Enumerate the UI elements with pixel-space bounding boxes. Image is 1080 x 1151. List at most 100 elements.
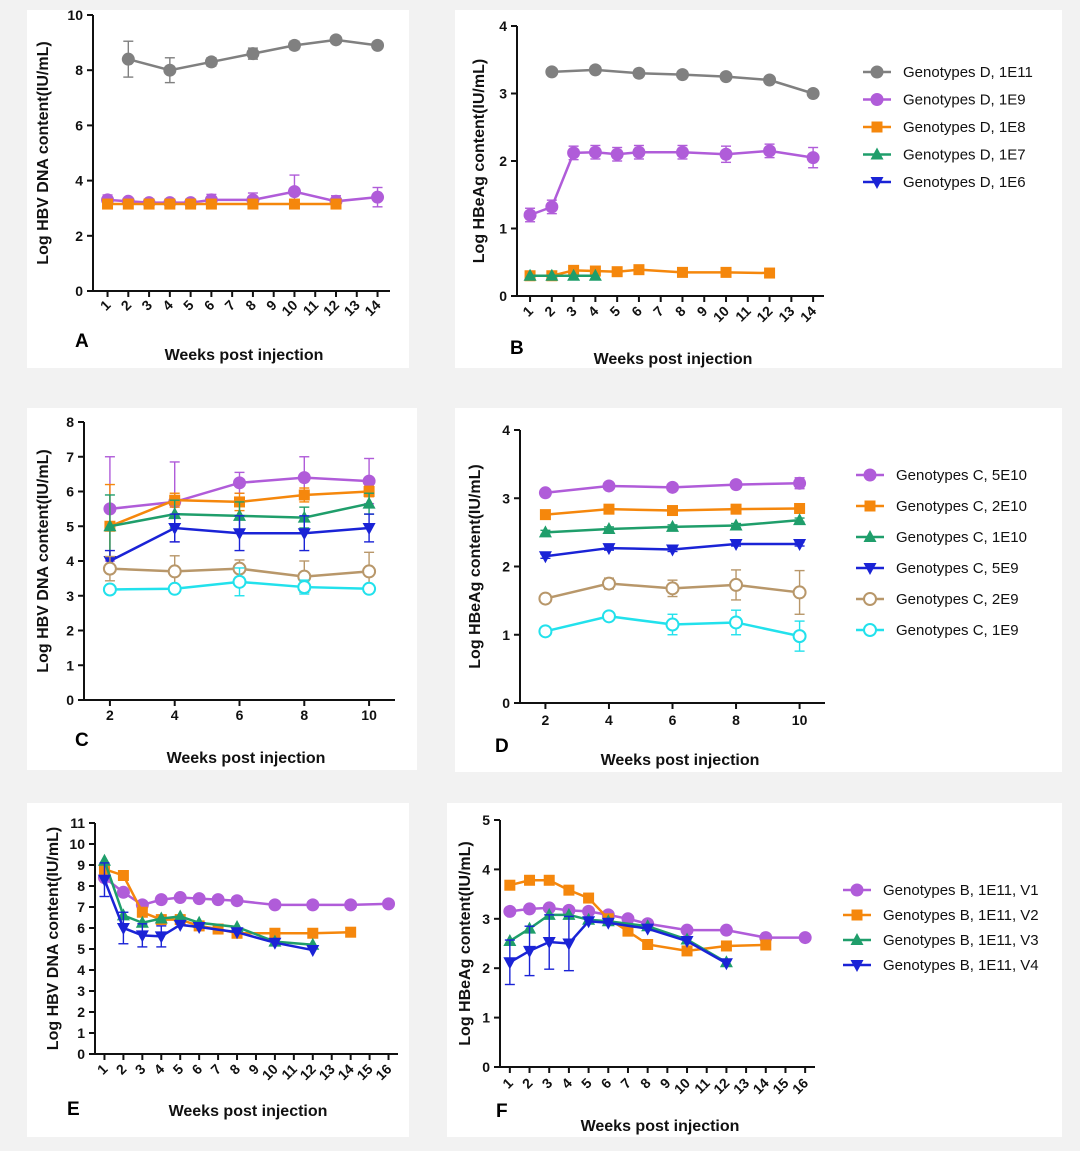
data-point — [633, 264, 645, 276]
legend-entry: Genotypes C, 1E9 — [896, 622, 1019, 639]
data-point — [524, 874, 536, 886]
data-point — [588, 145, 602, 159]
data-point — [667, 505, 678, 517]
x-axis-title: Weeks post injection — [167, 750, 326, 767]
x-tick-label: 8 — [732, 712, 740, 728]
series-d-2 — [539, 502, 806, 521]
data-point — [192, 921, 206, 934]
data-point — [173, 891, 187, 905]
y-tick-label: 4 — [75, 173, 83, 189]
data-point — [306, 945, 320, 958]
y-tick-label: 1 — [66, 657, 74, 673]
series-d-1 — [538, 476, 807, 500]
y-tick-label: 3 — [482, 911, 490, 927]
data-point — [806, 87, 820, 100]
x-tick-label: 8 — [300, 707, 308, 723]
x-tick-label: 10 — [361, 707, 377, 723]
x-tick-label: 6 — [669, 712, 677, 728]
series-b-2 — [523, 143, 820, 223]
y-axis-title: Log HBeAg content(IU/mL) — [471, 59, 488, 263]
y-tick-label: 1 — [77, 1025, 85, 1041]
x-tick-label: 6 — [236, 707, 244, 723]
y-tick-label: 0 — [499, 288, 507, 304]
y-tick-label: 7 — [77, 899, 85, 915]
data-point — [288, 198, 300, 210]
data-point — [297, 528, 311, 541]
data-point — [729, 538, 743, 551]
y-tick-label: 0 — [482, 1059, 490, 1075]
y-tick-label: 2 — [66, 623, 74, 639]
data-point — [233, 476, 246, 490]
panel-letter: E — [67, 1099, 80, 1120]
y-axis-title: Log HBeAg content(IU/mL) — [467, 464, 484, 668]
data-point — [344, 898, 358, 912]
legend-entry: Genotypes D, 1E6 — [903, 174, 1026, 191]
legend-marker — [863, 592, 877, 606]
y-tick-label: 2 — [482, 960, 490, 976]
data-point — [583, 892, 595, 904]
data-point — [621, 912, 635, 926]
data-point — [185, 198, 197, 210]
y-tick-label: 6 — [75, 117, 83, 133]
legend-marker — [863, 563, 877, 575]
data-point — [720, 940, 732, 952]
data-point — [232, 574, 247, 589]
data-point — [233, 508, 246, 521]
legend-entry: Genotypes D, 1E7 — [903, 147, 1026, 164]
y-tick-label: 3 — [77, 983, 85, 999]
y-axis-title: Log HBeAg content(IU/mL) — [457, 841, 474, 1045]
data-point — [154, 911, 168, 924]
legend-entry: Genotypes C, 2E9 — [896, 591, 1019, 608]
data-point — [382, 897, 396, 911]
data-point — [538, 486, 552, 500]
data-point — [602, 521, 616, 534]
data-point — [792, 585, 807, 600]
legend-marker — [870, 147, 884, 160]
series-b-4 — [523, 268, 602, 281]
data-point — [135, 930, 149, 943]
y-tick-label: 7 — [66, 449, 74, 465]
y-tick-label: 3 — [502, 490, 510, 506]
y-tick-label: 1 — [482, 1010, 490, 1026]
data-point — [538, 624, 553, 639]
legend-entry: Genotypes C, 5E9 — [896, 560, 1019, 577]
legend-entry: Genotypes D, 1E8 — [903, 119, 1026, 136]
data-point — [719, 147, 733, 161]
y-tick-label: 0 — [502, 695, 510, 711]
data-point — [102, 198, 114, 210]
y-tick-label: 1 — [499, 221, 507, 237]
legend-b: Genotypes D, 1E11 Genotypes D, 1E9 Genotyp… — [863, 64, 1033, 191]
data-point — [103, 519, 117, 532]
data-point — [545, 200, 559, 214]
data-point — [504, 879, 516, 891]
y-tick-label: 5 — [66, 518, 74, 534]
panel-d-background — [455, 408, 1062, 772]
data-point — [168, 522, 182, 535]
data-point — [117, 870, 129, 881]
y-tick-label: 10 — [69, 836, 85, 852]
series-d-5 — [538, 569, 807, 615]
y-tick-label: 9 — [77, 857, 85, 873]
legend-entry: Genotypes B, 1E11, V2 — [883, 907, 1039, 924]
legend-marker — [863, 623, 877, 637]
data-point — [297, 471, 311, 485]
data-point — [665, 617, 680, 632]
y-tick-label: 10 — [67, 7, 83, 23]
panel-c: 0 1 2 3 4 5 6 7 8 2 4 6 8 10 Weeks post injection Log H… — [35, 414, 395, 767]
legend-marker — [863, 530, 877, 542]
data-point — [729, 478, 743, 492]
data-point — [230, 927, 244, 940]
y-tick-label: 4 — [499, 18, 507, 34]
data-point — [681, 945, 693, 957]
x-tick-label: 2 — [106, 707, 114, 723]
y-axis-title: Log HBV DNA content(IU/mL) — [35, 41, 52, 264]
y-tick-label: 3 — [66, 588, 74, 604]
y-tick-label: 2 — [75, 228, 83, 244]
data-point — [676, 266, 688, 278]
data-point — [192, 892, 206, 906]
series-line — [529, 149, 814, 217]
panel-letter: C — [75, 730, 89, 751]
legend-entry: Genotypes C, 5E10 — [896, 467, 1027, 484]
